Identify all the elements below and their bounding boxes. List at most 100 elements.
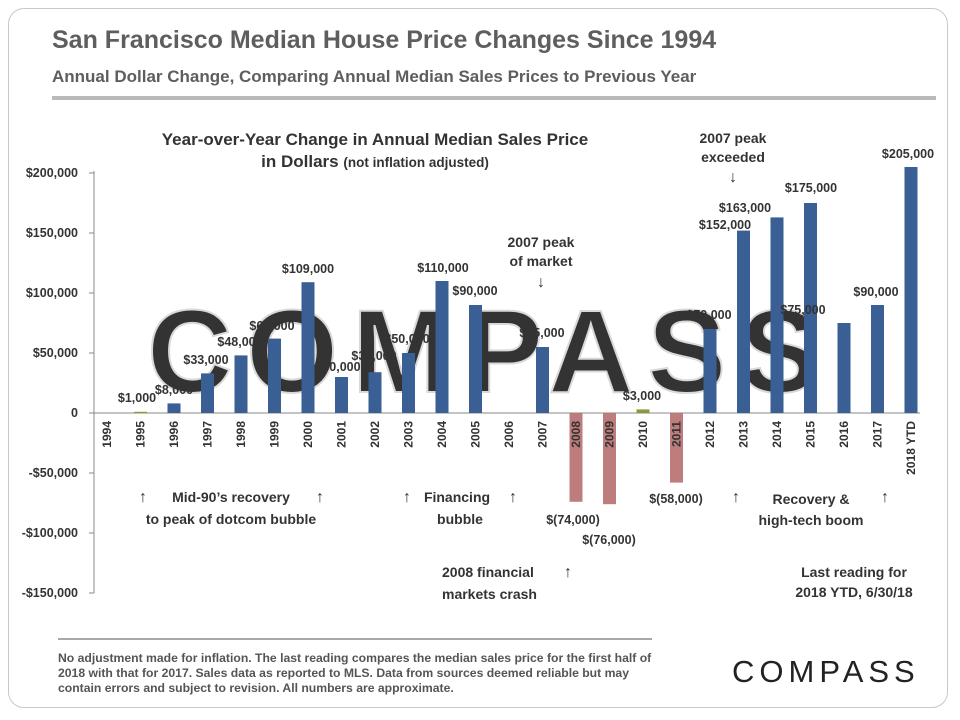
bar-1998	[234, 355, 248, 413]
data-label: $50,000	[384, 332, 429, 346]
bar-2001	[335, 377, 348, 413]
data-label: $(58,000)	[649, 492, 703, 506]
y-tick-label: -$100,000	[22, 526, 78, 540]
x-tick-label: 2018 YTD	[904, 421, 918, 475]
data-label: $48,000	[217, 335, 262, 349]
data-label: $205,000	[882, 147, 934, 161]
data-label: $34,000	[351, 349, 396, 363]
y-tick-label: $200,000	[26, 166, 78, 180]
x-tick-label: 2017	[871, 421, 885, 448]
bar-2016	[837, 323, 851, 413]
footnote: No adjustment made for inflation. The la…	[58, 651, 652, 695]
compass-logo: COMPASS	[732, 654, 920, 689]
up-arrow-icon: ↑	[139, 489, 147, 506]
x-tick-label: 2004	[435, 421, 449, 448]
page-subtitle: Annual Dollar Change, Comparing Annual M…	[52, 67, 697, 86]
bar-2012	[703, 329, 717, 413]
data-labels: 1994 1995 1996 1997 1998 1999 2000 2001 2002 2003…	[100, 147, 934, 547]
annotation-crash: 2008 financial	[442, 564, 534, 580]
annotation-mid-90s: Mid-90’s recovery	[172, 489, 290, 505]
annotation-2007-peak: 2007 peak	[508, 234, 575, 250]
page-title: San Francisco Median House Price Changes…	[52, 26, 717, 54]
x-tick-label: 1995	[134, 421, 148, 448]
x-tick-label: 2001	[335, 421, 349, 448]
title-divider	[52, 96, 936, 100]
x-tick-label: 1998	[234, 421, 248, 448]
data-label: $55,000	[519, 326, 564, 340]
bar-2010	[636, 409, 650, 413]
bar-2017	[871, 305, 884, 413]
annotation-last-reading: Last reading for	[801, 564, 907, 580]
bar-2018-YTD	[904, 167, 918, 413]
bar-2014	[770, 217, 784, 413]
x-tick-label: 1996	[167, 421, 181, 448]
y-tick-label: 0	[71, 406, 78, 420]
down-arrow-icon: ↓	[537, 274, 545, 291]
bar-2011	[670, 413, 683, 483]
y-tick-label: -$150,000	[22, 586, 78, 600]
annotation-crash-line2: markets crash	[442, 586, 537, 602]
bar-1997	[201, 373, 214, 413]
annotation-recovery-line2: high-tech boom	[759, 512, 864, 528]
data-label: $75,000	[780, 303, 825, 317]
data-label: $62,000	[249, 319, 294, 333]
data-label: $90,000	[853, 285, 898, 299]
x-tick-label: 2012	[703, 421, 717, 448]
data-label: $152,000	[699, 218, 751, 232]
up-arrow-icon: ↑	[881, 489, 889, 506]
annotation-peak-exceeded-line2: exceeded	[701, 149, 765, 165]
x-tick-label: 2010	[636, 421, 650, 448]
bar-2008	[569, 413, 583, 502]
bar-2002	[368, 372, 382, 413]
up-arrow-icon: ↑	[403, 489, 411, 506]
data-label: $110,000	[417, 261, 468, 275]
up-arrow-icon: ↑	[732, 489, 740, 506]
x-tick-label: 2005	[469, 421, 483, 448]
y-tick-label: $100,000	[26, 286, 78, 300]
data-label: $(76,000)	[582, 533, 636, 547]
chart-title-note: (not inflation adjusted)	[343, 155, 488, 170]
bar-1995	[134, 411, 147, 414]
annotation-last-reading-line2: 2018 YTD, 6/30/18	[795, 584, 912, 600]
bar-1996	[167, 403, 181, 413]
annotation-financing: Financing	[424, 489, 490, 505]
axes: $200,000 $150,000 $100,000 $50,000 0 -$50,000…	[22, 166, 920, 600]
data-label: $(74,000)	[546, 513, 600, 527]
x-tick-label: 2016	[837, 421, 851, 448]
data-label: $8,000	[155, 383, 193, 397]
annotation-recovery: Recovery &	[772, 491, 849, 507]
bar-2003	[402, 353, 415, 413]
bar-2015	[804, 203, 817, 413]
x-tick-label: 2009	[603, 421, 617, 448]
slide-frame	[8, 8, 948, 708]
bar-2000	[301, 282, 315, 413]
down-arrow-icon: ↓	[729, 169, 737, 186]
x-tick-label: 2008	[569, 421, 583, 448]
bar-2005	[469, 305, 482, 413]
x-tick-label: 2015	[804, 421, 818, 448]
chart-title: Year-over-Year Change in Annual Median S…	[162, 130, 588, 149]
watermark-text: COMPASS	[147, 286, 833, 418]
data-label: $163,000	[719, 201, 771, 215]
bar-2007	[536, 347, 549, 413]
chart-title-main: in Dollars	[261, 152, 343, 171]
up-arrow-icon: ↑	[316, 489, 324, 506]
annotations: Year-over-Year Change in Annual Median S…	[139, 130, 913, 602]
data-label: $70,000	[686, 308, 731, 322]
bar-2009	[603, 413, 616, 505]
x-tick-label: 2000	[301, 421, 315, 448]
watermark: COMPASS	[146, 285, 833, 419]
y-tick-label: $50,000	[33, 346, 78, 360]
x-tick-label: 2007	[536, 421, 550, 448]
x-tick-label: 1997	[201, 421, 215, 448]
data-label: $33,000	[183, 353, 228, 367]
x-tick-label: 2006	[502, 421, 516, 448]
x-tick-label: 2002	[368, 421, 382, 448]
annotation-peak-exceeded: 2007 peak	[700, 130, 767, 146]
x-tick-label: 2013	[737, 421, 751, 448]
x-tick-label: 1994	[100, 421, 114, 448]
up-arrow-icon: ↑	[564, 564, 572, 581]
data-label: $1,000	[118, 391, 156, 405]
y-tick-label: $150,000	[26, 226, 78, 240]
